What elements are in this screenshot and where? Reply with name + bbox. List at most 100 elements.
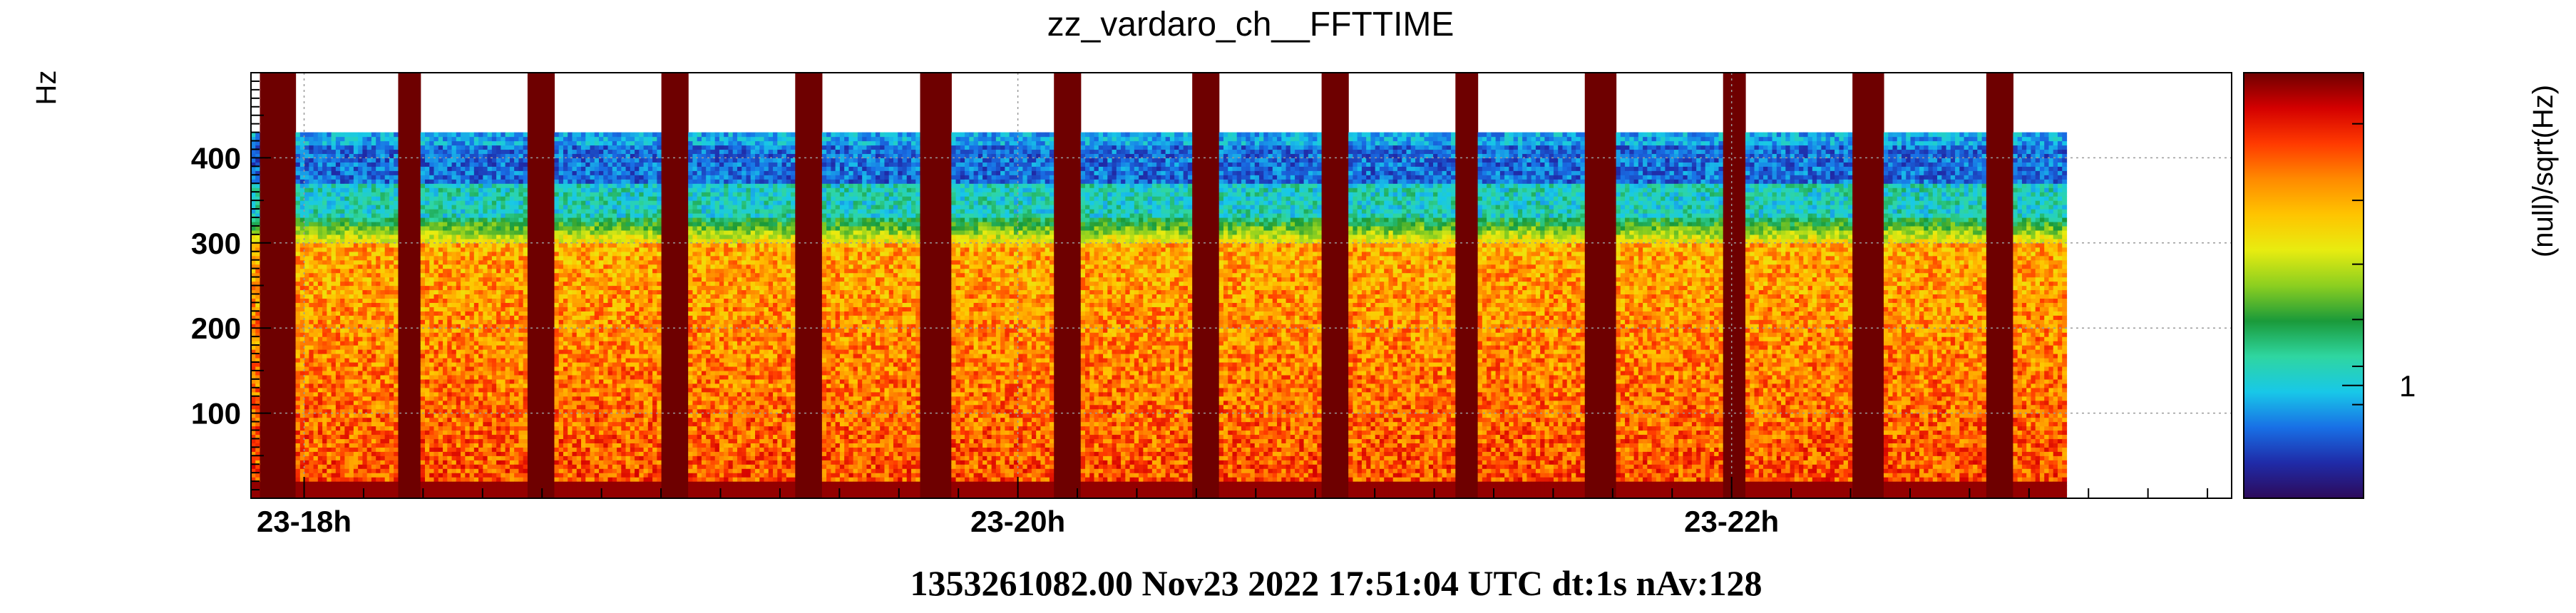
heatmap-cell (465, 217, 471, 222)
heatmap-cell (384, 400, 390, 406)
heatmap-cell (313, 324, 319, 329)
heatmap-cell (568, 438, 573, 443)
heatmap-cell (514, 447, 520, 452)
heatmap-cell (461, 255, 466, 261)
heatmap-cell (344, 187, 350, 192)
heatmap-cell (496, 391, 501, 397)
heatmap-cell (509, 361, 515, 367)
heatmap-cell (433, 430, 439, 436)
heatmap-cell (443, 247, 448, 252)
heatmap-cell (429, 361, 435, 367)
heatmap-cell (429, 145, 435, 150)
heatmap-cell (581, 294, 586, 299)
heatmap-cell (389, 209, 394, 214)
heatmap-cell (353, 281, 359, 287)
heatmap-cell (473, 153, 479, 158)
heatmap-cell (327, 242, 332, 248)
heatmap-cell (349, 417, 354, 423)
heatmap-cell (558, 166, 564, 171)
heatmap-cell (384, 451, 390, 456)
heatmap-cell (255, 468, 261, 473)
heatmap-cell (344, 315, 350, 320)
heatmap-cell (353, 319, 359, 324)
heatmap-cell (384, 175, 390, 180)
heatmap-cell (295, 434, 301, 440)
heatmap-cell (585, 306, 591, 311)
heatmap-cell (344, 451, 350, 456)
heatmap-cell (384, 192, 390, 197)
heatmap-cell (447, 354, 453, 359)
heatmap-cell (340, 272, 345, 278)
heatmap-cell (581, 477, 586, 482)
heatmap-cell (295, 447, 301, 452)
heatmap-cell (394, 391, 399, 397)
heatmap-cell (469, 306, 475, 311)
heatmap-cell (558, 460, 564, 465)
heatmap-cell (483, 179, 488, 184)
heatmap-cell (331, 221, 337, 227)
heatmap-cell (487, 413, 493, 418)
heatmap-cell (509, 136, 515, 142)
heatmap-cell (371, 455, 376, 460)
heatmap-cell (340, 477, 345, 482)
heatmap-cell (563, 175, 568, 180)
heatmap-cell (429, 494, 435, 499)
heatmap-cell (576, 281, 582, 287)
heatmap-cell (451, 494, 457, 499)
heatmap-cell (304, 336, 309, 341)
heatmap-cell (322, 374, 327, 380)
heatmap-cell (558, 361, 564, 367)
heatmap-cell (309, 404, 314, 410)
heatmap-cell (322, 366, 327, 371)
heatmap-cell (429, 183, 435, 188)
heatmap-cell (509, 430, 515, 436)
heatmap-cell (590, 264, 595, 269)
heatmap-cell (380, 205, 386, 210)
heatmap-cell (299, 187, 305, 192)
heatmap-cell (331, 473, 337, 478)
heatmap-cell (509, 192, 515, 197)
heatmap-cell (505, 387, 510, 393)
heatmap-cell (461, 328, 466, 333)
heatmap-cell (523, 230, 528, 235)
heatmap-cell (380, 413, 386, 418)
heatmap-cell (251, 272, 256, 278)
heatmap-cell (376, 426, 381, 431)
heatmap-cell (518, 434, 524, 440)
heatmap-cell (568, 149, 573, 155)
heatmap-cell (443, 485, 448, 490)
heatmap-cell (509, 404, 515, 410)
heatmap-cell (394, 324, 399, 329)
heatmap-cell (299, 132, 305, 138)
heatmap-cell (353, 145, 359, 150)
heatmap-cell (349, 391, 354, 397)
heatmap-cell (376, 391, 381, 397)
heatmap-cell (251, 447, 256, 452)
heatmap-cell (384, 200, 390, 205)
heatmap-cell (299, 328, 305, 333)
heatmap-cell (384, 354, 390, 359)
heatmap-cell (572, 332, 578, 337)
heatmap-cell (487, 417, 493, 423)
heatmap-cell (576, 158, 582, 163)
heatmap-cell (255, 158, 261, 163)
heatmap-cell (563, 136, 568, 142)
heatmap-cell (572, 255, 578, 261)
heatmap-cell (447, 289, 453, 295)
heatmap-cell (465, 158, 471, 163)
heatmap-cell (558, 200, 564, 205)
heatmap-cell (384, 336, 390, 341)
heatmap-cell (340, 378, 345, 384)
heatmap-cell (483, 473, 488, 478)
heatmap-cell (299, 400, 305, 406)
heatmap-cell (335, 230, 341, 235)
heatmap-cell (420, 298, 426, 303)
heatmap-cell (514, 140, 520, 146)
heatmap-cell (313, 341, 319, 346)
heatmap-cell (590, 306, 595, 311)
heatmap-cell (331, 328, 337, 333)
heatmap-cell (295, 400, 301, 406)
heatmap-cell (483, 332, 488, 337)
heatmap-cell (362, 264, 368, 269)
heatmap-cell (505, 455, 510, 460)
